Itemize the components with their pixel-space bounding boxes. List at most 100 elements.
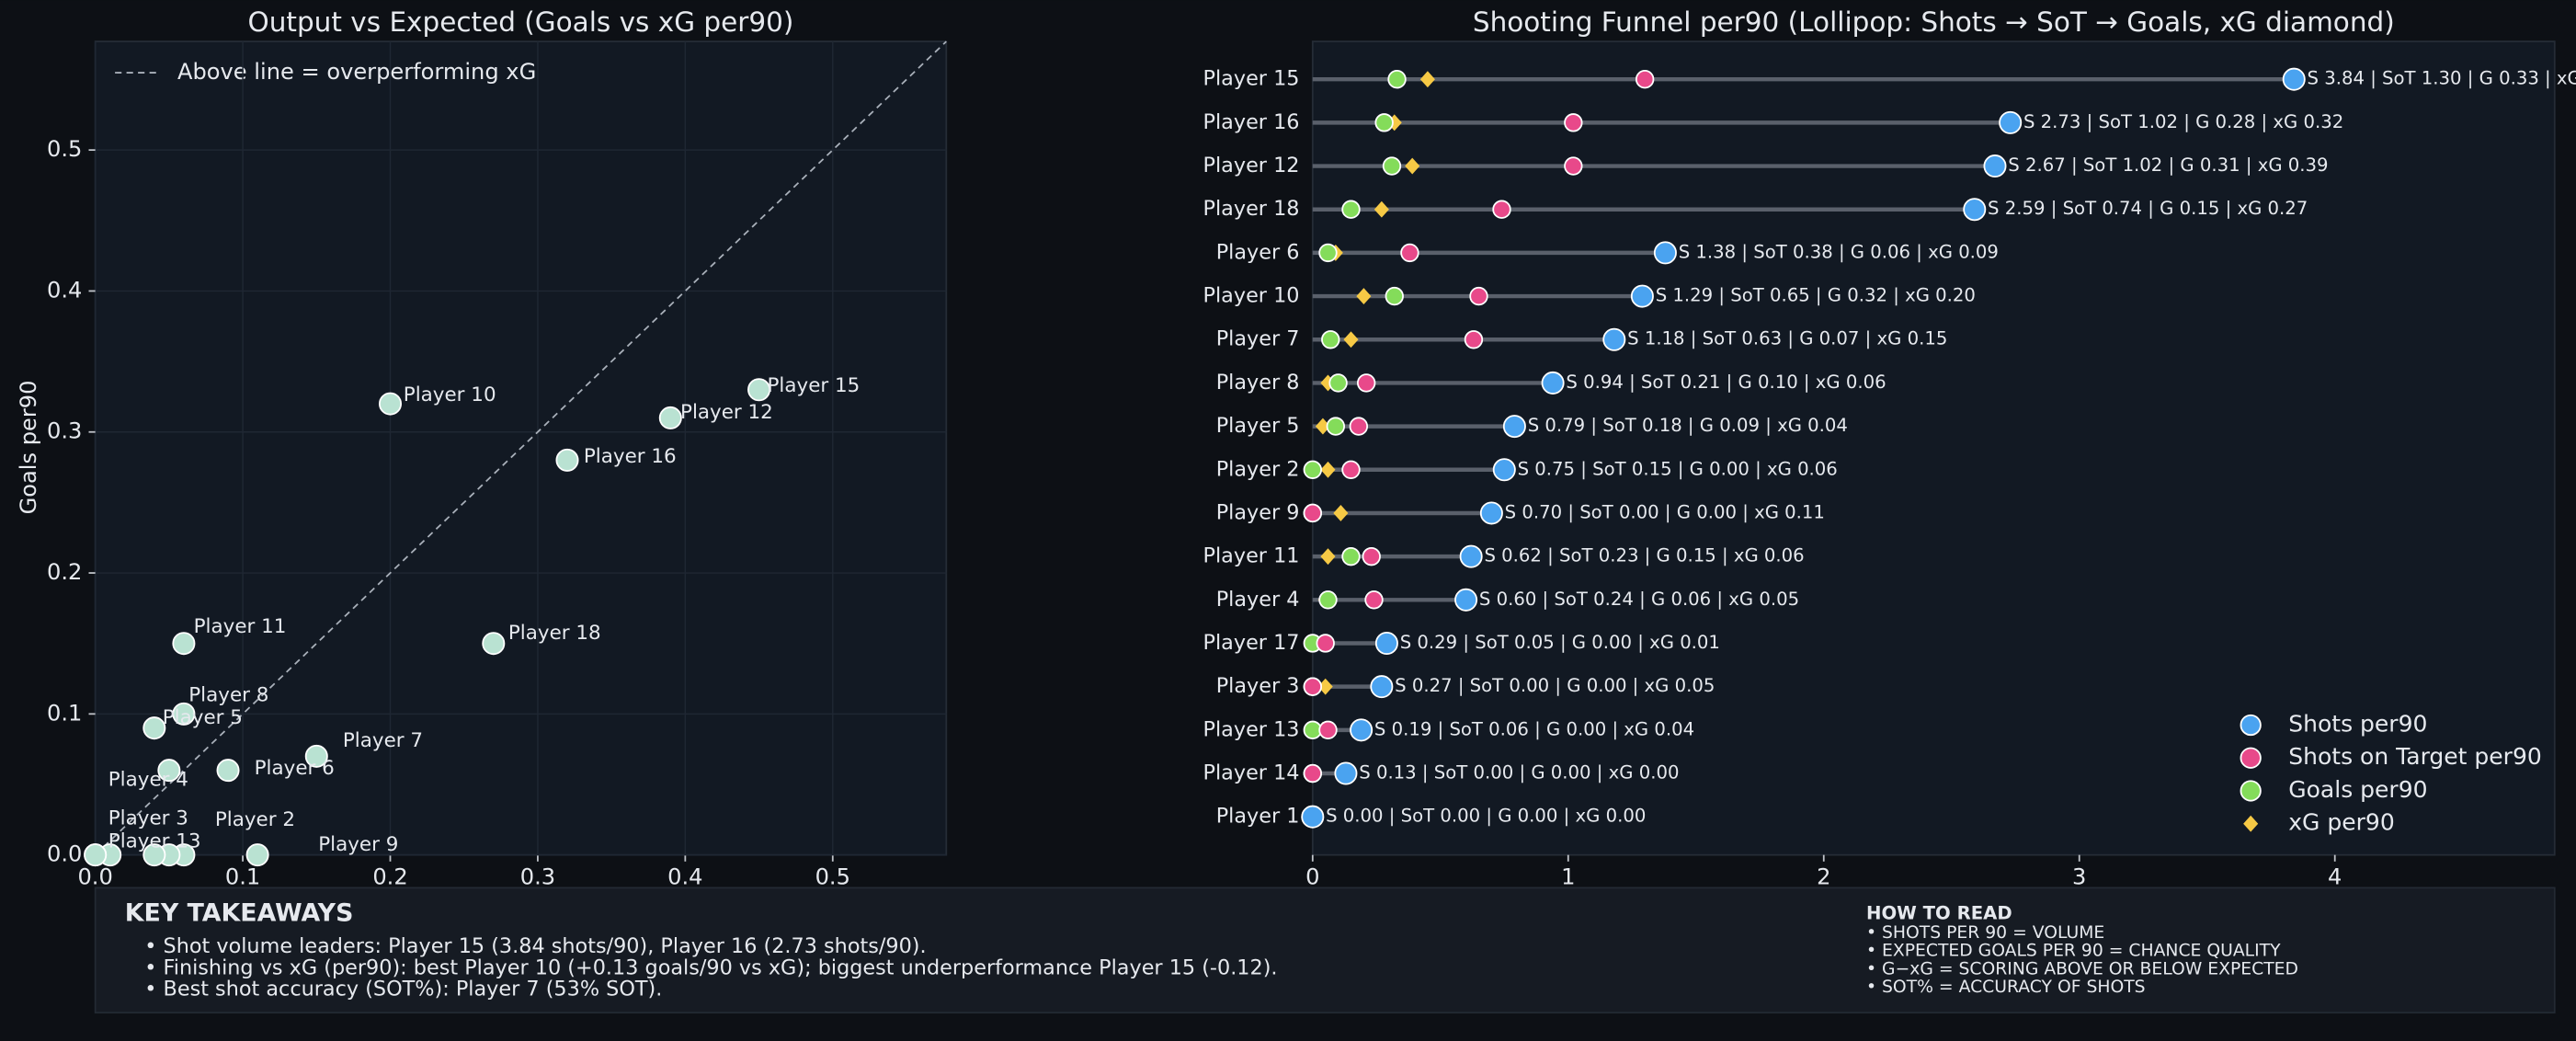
y-tick-label: 0.1: [47, 700, 82, 726]
takeaway: • Shot volume leaders: Player 15 (3.84 s…: [144, 934, 926, 958]
lollipop-marker: [1963, 198, 1987, 222]
lollipop-marker: [1374, 113, 1394, 132]
scatter-point: [142, 716, 166, 740]
lollipop-marker: [1983, 154, 2007, 178]
x-tick-label: 3: [2072, 864, 2086, 890]
takeaway: • Finishing vs xG (per90): best Player 1…: [144, 955, 1277, 979]
lollipop-marker: [1303, 763, 1322, 784]
legend-marker: [2240, 747, 2262, 769]
xg-marker: [1317, 678, 1333, 695]
lollipop-marker: [1334, 761, 1358, 785]
lollipop-marker: [1653, 241, 1677, 265]
lollipop-marker: [1364, 590, 1384, 610]
scatter-point: [378, 392, 403, 416]
lollipop-marker: [1341, 460, 1361, 479]
point-label: Player 5: [163, 706, 243, 729]
reference-line: [95, 40, 947, 856]
value-label: S 2.73 | SoT 1.02 | G 0.28 | xG 0.32: [2023, 111, 2343, 132]
x-tick-label: 2: [1817, 864, 1830, 890]
value-label: S 0.94 | SoT 0.21 | G 0.10 | xG 0.06: [1566, 372, 1886, 393]
value-label: S 0.29 | SoT 0.05 | G 0.00 | xG 0.01: [1400, 632, 1720, 653]
value-label: S 0.75 | SoT 0.15 | G 0.00 | xG 0.06: [1518, 458, 1838, 479]
x-tick-label: 0.4: [667, 864, 702, 890]
legend-label: xG per90: [2288, 809, 2394, 836]
lollipop-marker: [1303, 460, 1322, 479]
lollipop-marker: [1318, 243, 1338, 263]
scatter-point: [658, 406, 682, 429]
value-label: S 0.79 | SoT 0.18 | G 0.09 | xG 0.04: [1528, 415, 1848, 436]
value-label: S 2.59 | SoT 0.74 | G 0.15 | xG 0.27: [1988, 198, 2308, 219]
lollipop-marker: [1370, 675, 1394, 699]
scatter-point: [555, 448, 579, 472]
scatter-point: [84, 843, 108, 867]
x-tick-label: 0: [1305, 864, 1319, 890]
lollipop-marker: [1999, 110, 2023, 134]
lollipop-marker: [1387, 70, 1407, 89]
lollipop-marker: [1502, 415, 1526, 439]
point-label: Player 9: [318, 833, 398, 856]
scatter-title: Output vs Expected (Goals vs xG per90): [248, 6, 794, 38]
category-label: Player 18: [1203, 197, 1300, 221]
lollipop-marker: [1318, 720, 1338, 740]
category-label: Player 5: [1216, 414, 1300, 438]
lollipop-marker: [1400, 243, 1419, 263]
lollipop-marker: [1382, 156, 1402, 176]
panel-title: KEY TAKEAWAYS: [125, 898, 354, 927]
lollipop-marker: [1492, 200, 1511, 219]
point-label: Player 2: [215, 808, 295, 831]
lollipop-marker: [1564, 156, 1583, 176]
point-label: Player 6: [255, 757, 335, 780]
legend-label: Shots on Target per90: [2288, 743, 2542, 770]
scatter-point: [245, 843, 269, 867]
y-tick-label: 0.3: [47, 418, 82, 444]
scatter-point: [172, 632, 196, 656]
point-label: Player 15: [767, 374, 860, 397]
category-label: Player 16: [1203, 110, 1300, 134]
y-tick-label: 0.2: [47, 559, 82, 585]
legend-marker: [2243, 815, 2259, 832]
category-label: Player 13: [1203, 717, 1300, 741]
xg-marker: [1320, 548, 1336, 566]
category-label: Player 6: [1216, 240, 1300, 264]
lollipop-marker: [1385, 286, 1404, 306]
point-label: Player 12: [680, 401, 773, 424]
lollipop-marker: [1541, 371, 1565, 395]
lollipop-marker: [1303, 503, 1322, 523]
category-label: Player 15: [1203, 67, 1300, 91]
category-label: Player 7: [1216, 327, 1300, 351]
lollipop-marker: [1602, 327, 1626, 351]
lollipop-marker: [1341, 200, 1361, 219]
how-to-read-title: HOW TO READ: [1866, 902, 2012, 923]
lollipop-marker: [1301, 805, 1325, 829]
category-label: Player 10: [1203, 284, 1300, 308]
lollipop-marker: [1356, 373, 1376, 393]
scatter-point: [482, 632, 506, 656]
point-label: Player 4: [108, 768, 188, 791]
lollipop-marker: [1321, 330, 1340, 349]
value-label: S 3.84 | SoT 1.30 | G 0.33 | xG 0.45: [2308, 68, 2576, 89]
value-label: S 0.27 | SoT 0.00 | G 0.00 | xG 0.05: [1395, 675, 1715, 696]
x-tick-label: 0.3: [520, 864, 555, 890]
how-to-read-item: • EXPECTED GOALS PER 90 = CHANCE QUALITY: [1866, 942, 2281, 961]
scatter-point: [172, 702, 196, 726]
xg-marker: [1419, 71, 1435, 88]
lollipop-marker: [1564, 113, 1583, 132]
lollipop-marker: [1459, 544, 1483, 568]
lollipop-marker: [1374, 631, 1398, 655]
lollipop-marker: [1326, 417, 1346, 436]
point-label: Player 3: [108, 806, 188, 829]
category-label: Player 11: [1203, 544, 1300, 568]
value-label: S 0.70 | SoT 0.00 | G 0.00 | xG 0.11: [1505, 501, 1825, 522]
value-label: S 0.19 | SoT 0.06 | G 0.00 | xG 0.04: [1374, 718, 1694, 739]
point-label: Player 7: [343, 729, 423, 752]
scatter-point: [304, 744, 328, 768]
category-label: Player 9: [1216, 500, 1300, 524]
category-label: Player 2: [1216, 457, 1300, 481]
takeaway: • Best shot accuracy (SOT%): Player 7 (5…: [144, 978, 662, 1001]
lollipop-plot-area: [1311, 40, 2556, 856]
how-to-read-item: • SOT% = ACCURACY OF SHOTS: [1866, 978, 2146, 997]
value-label: S 1.38 | SoT 0.38 | G 0.06 | xG 0.09: [1679, 241, 1999, 262]
how-to-read-item: • SHOTS PER 90 = VOLUME: [1866, 923, 2104, 943]
value-label: S 0.13 | SoT 0.00 | G 0.00 | xG 0.00: [1359, 762, 1679, 784]
category-label: Player 17: [1203, 631, 1300, 655]
